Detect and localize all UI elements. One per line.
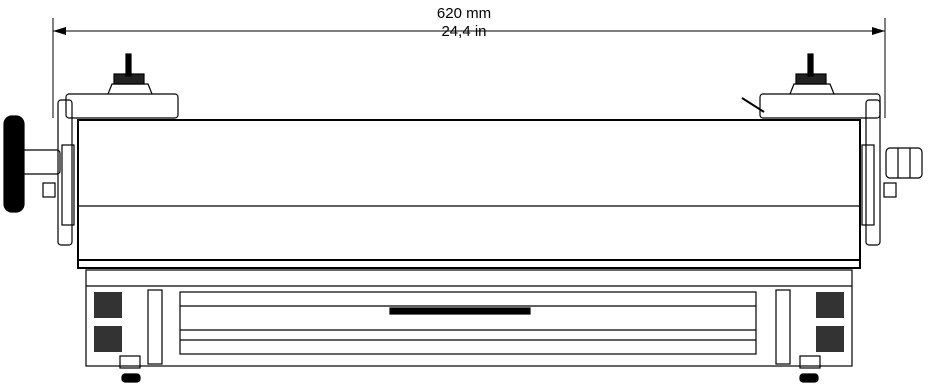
tilt-knob-right [884,148,922,197]
front-lens-plate [180,292,756,354]
clamp-right [776,290,820,382]
yoke-left [58,100,74,245]
clamp-left [120,290,162,382]
dimension-imperial: 24,4 in [0,23,928,40]
top-bracket-left [66,54,178,118]
top-bracket-right [742,54,880,118]
fixture-body [78,120,860,268]
vent-right [816,292,844,352]
lower-housing [86,270,852,366]
tilt-knob-left [4,116,60,212]
vent-left [94,292,122,352]
dimension-metric: 620 mm [0,5,928,22]
yoke-right [862,100,880,245]
